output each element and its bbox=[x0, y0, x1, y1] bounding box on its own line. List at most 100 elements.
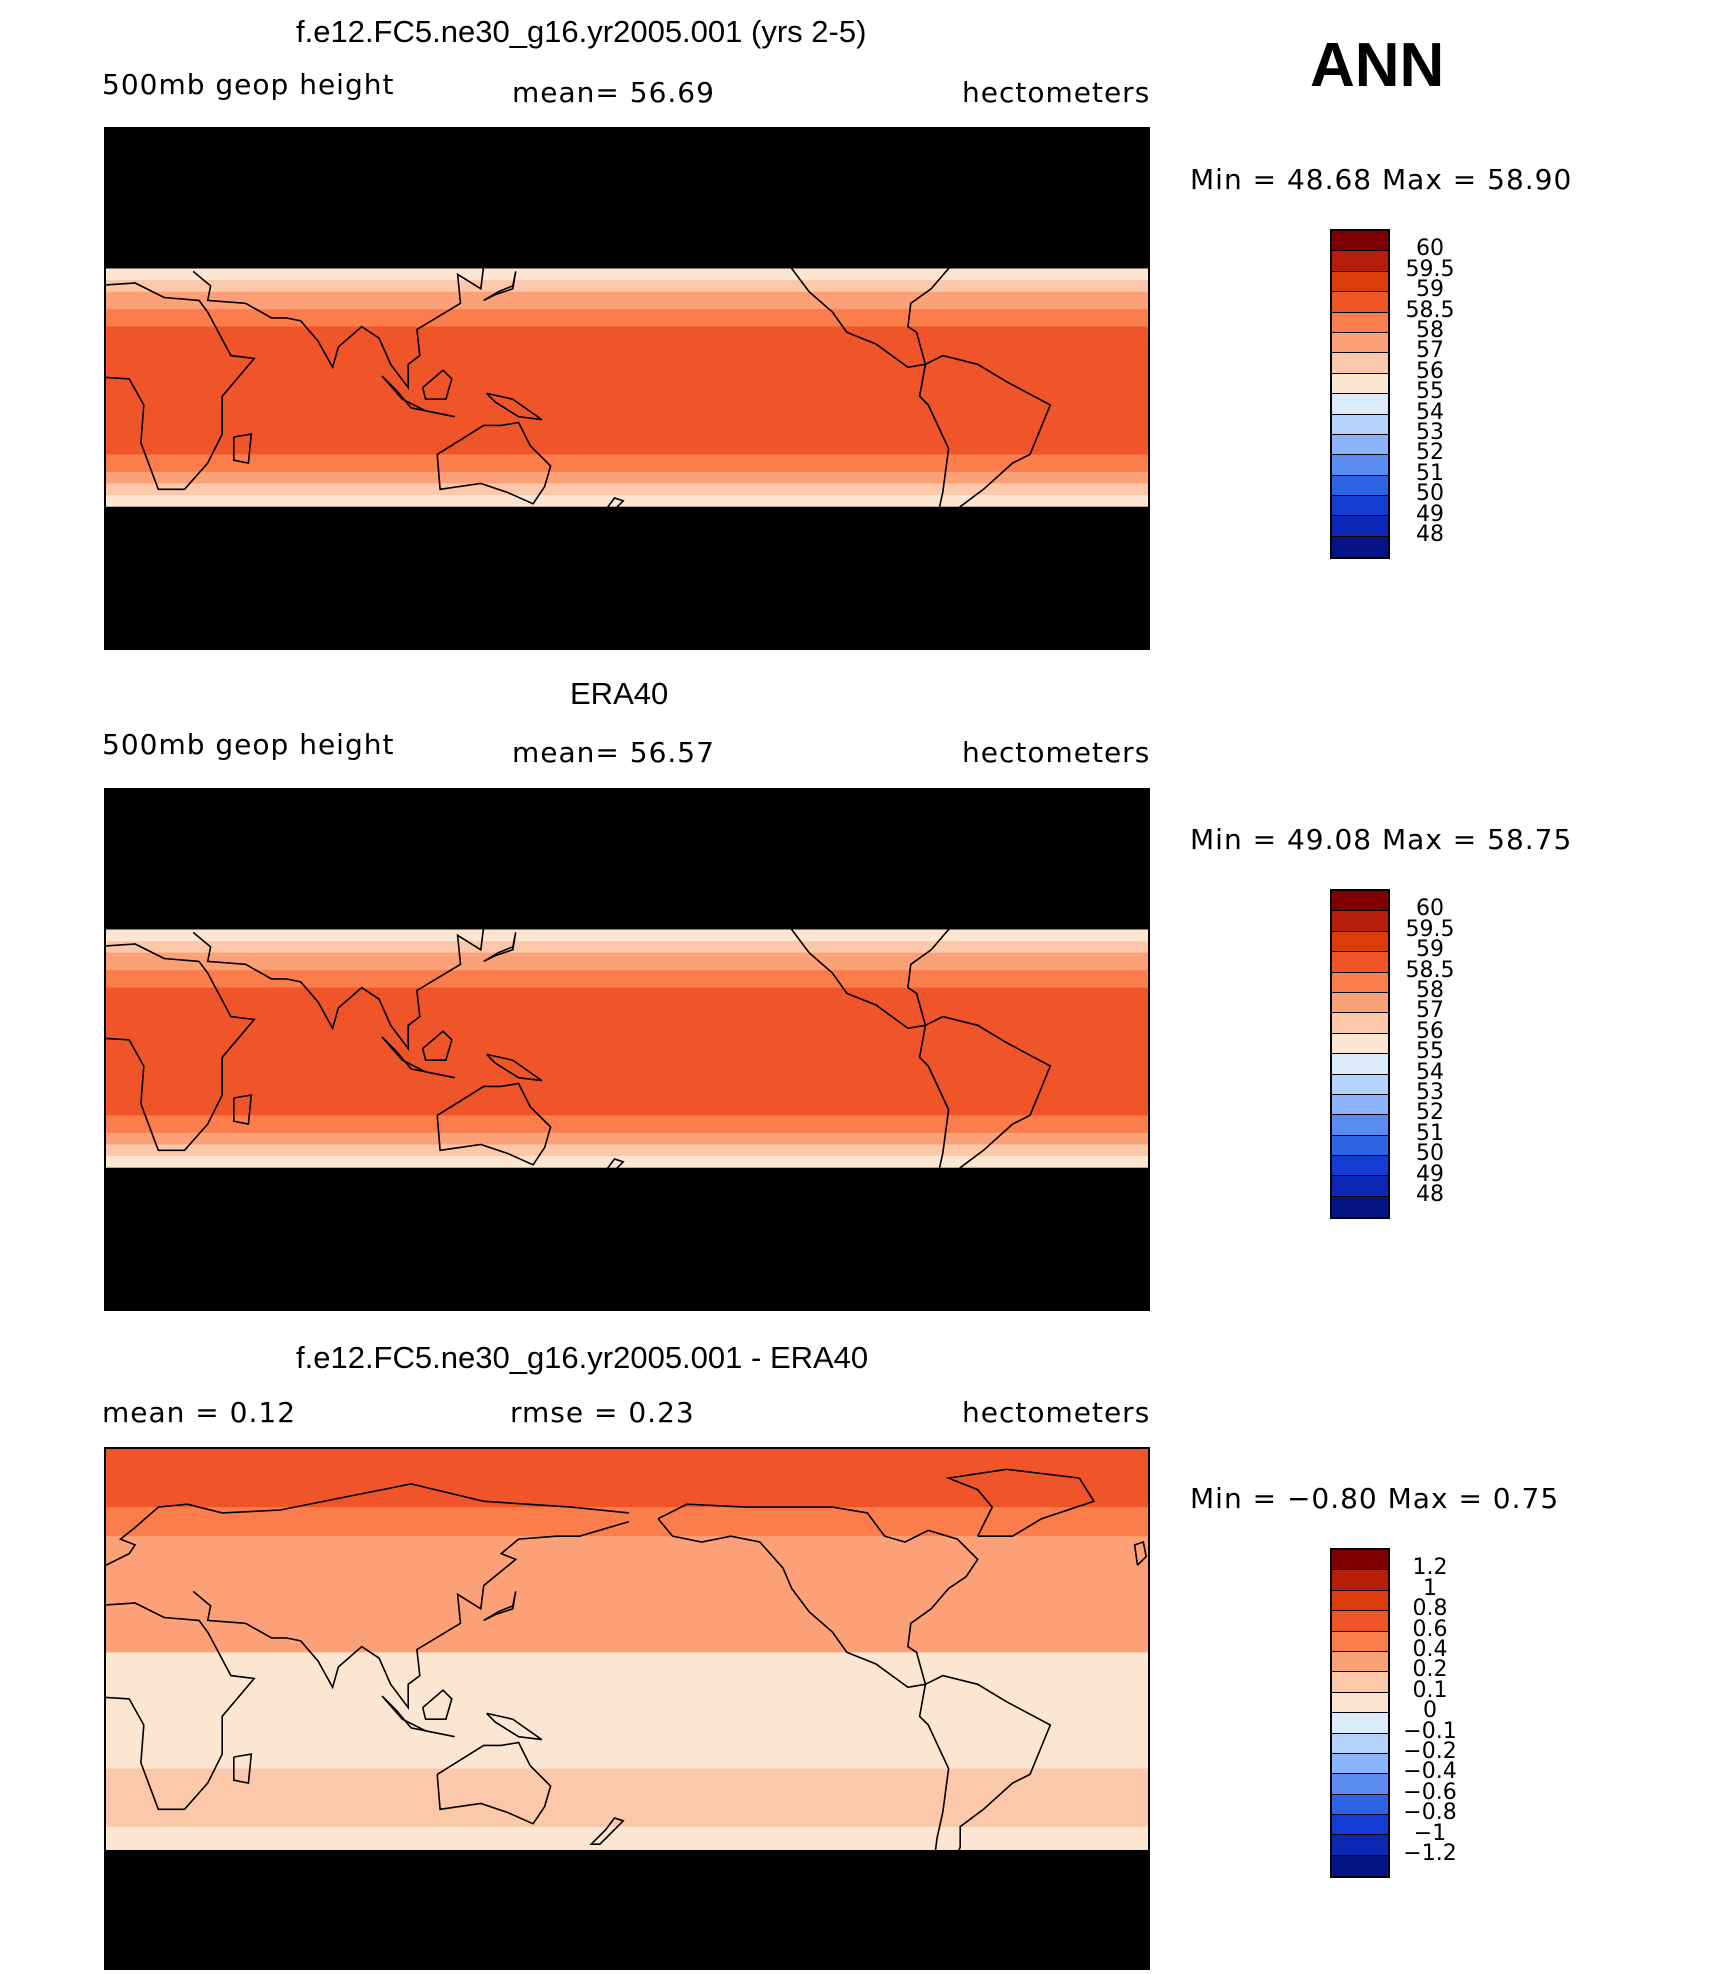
field-band bbox=[106, 935, 1148, 942]
colorbar-swatch bbox=[1332, 1570, 1388, 1591]
field-band bbox=[106, 1068, 1148, 1076]
panel3-map bbox=[104, 1447, 1150, 1970]
field-band bbox=[106, 1588, 1148, 1595]
coastline bbox=[483, 271, 517, 302]
field-band bbox=[106, 367, 1148, 374]
field-band bbox=[106, 1733, 1148, 1741]
colorbar-tick-label: 1 bbox=[1423, 1575, 1437, 1601]
field-band bbox=[106, 1478, 1148, 1485]
colorbar-tick-label: 53 bbox=[1416, 420, 1444, 445]
field-band bbox=[106, 1307, 1148, 1309]
field-band bbox=[106, 187, 1148, 194]
colorbar-swatch bbox=[1332, 972, 1388, 993]
field-band bbox=[106, 1786, 1148, 1793]
field-band bbox=[106, 378, 1148, 386]
field-band bbox=[106, 1675, 1148, 1683]
coastline bbox=[421, 369, 453, 400]
field-band bbox=[106, 1710, 1148, 1717]
field-band bbox=[106, 1629, 1148, 1636]
field-band bbox=[106, 1634, 1148, 1642]
field-band bbox=[106, 460, 1148, 467]
field-band bbox=[106, 617, 1148, 624]
colorbar-swatch bbox=[1332, 1672, 1388, 1693]
coastline bbox=[1133, 220, 1148, 246]
coastline bbox=[106, 824, 630, 908]
colorbar-tick-label: 50 bbox=[1416, 1141, 1444, 1167]
coastline bbox=[106, 1602, 256, 1811]
field-band bbox=[106, 1571, 1148, 1578]
field-band bbox=[106, 1495, 1148, 1502]
field-band bbox=[106, 1849, 1148, 1857]
colorbar-tick-label: 51 bbox=[1416, 1120, 1444, 1146]
field-band bbox=[106, 1855, 1148, 1863]
field-band bbox=[106, 582, 1148, 589]
field-band bbox=[106, 599, 1148, 607]
field-band bbox=[106, 1243, 1148, 1250]
field-band bbox=[106, 1751, 1148, 1758]
field-band bbox=[106, 1756, 1148, 1764]
field-band bbox=[106, 477, 1148, 485]
field-band bbox=[106, 1623, 1148, 1630]
colorbar-tick-label: −0.1 bbox=[1403, 1718, 1457, 1744]
colorbar-swatch bbox=[1332, 312, 1388, 333]
field-band bbox=[106, 1249, 1148, 1256]
field-band bbox=[106, 1156, 1148, 1163]
field-band bbox=[106, 559, 1148, 566]
colorbar-swatch bbox=[1332, 1774, 1388, 1795]
coastline bbox=[192, 200, 630, 390]
field-band bbox=[106, 1501, 1148, 1508]
field-band bbox=[106, 1045, 1148, 1053]
field-band bbox=[106, 291, 1148, 299]
colorbar-swatch bbox=[1332, 231, 1388, 252]
field-band bbox=[106, 1600, 1148, 1607]
coastline bbox=[945, 809, 1096, 878]
field-band bbox=[106, 1063, 1148, 1070]
field-band bbox=[106, 1266, 1148, 1273]
colorbar-tick-label: 58.5 bbox=[1405, 957, 1455, 983]
field-band bbox=[106, 1768, 1148, 1776]
field-band bbox=[106, 413, 1148, 421]
coastline bbox=[233, 1094, 253, 1126]
panel3-mean-label: mean = 0.12 bbox=[102, 1396, 297, 1429]
field-band bbox=[106, 888, 1148, 896]
field-band bbox=[106, 297, 1148, 304]
field-band bbox=[106, 524, 1148, 531]
field-band bbox=[106, 140, 1148, 148]
field-band bbox=[106, 1460, 1148, 1468]
field-band bbox=[106, 824, 1148, 832]
field-band bbox=[106, 1605, 1148, 1613]
field-band bbox=[106, 233, 1148, 241]
field-band bbox=[106, 390, 1148, 397]
field-band bbox=[106, 1103, 1148, 1111]
field-band bbox=[106, 129, 1148, 136]
field-band bbox=[106, 1722, 1148, 1729]
field-band bbox=[106, 1220, 1148, 1227]
field-band bbox=[106, 1890, 1148, 1898]
field-band bbox=[106, 1524, 1148, 1531]
colorbar-swatch bbox=[1332, 1631, 1388, 1652]
field-band bbox=[106, 454, 1148, 461]
field-band bbox=[106, 1693, 1148, 1700]
field-band bbox=[106, 628, 1148, 636]
coastline bbox=[918, 1674, 1052, 1869]
panel3-min-max: Min = −0.80 Max = 0.75 bbox=[1190, 1482, 1560, 1515]
panel1-colorbar bbox=[1330, 229, 1390, 560]
field-band bbox=[106, 1278, 1148, 1285]
field-band bbox=[106, 1109, 1148, 1117]
field-band bbox=[106, 1489, 1148, 1497]
field-band bbox=[106, 158, 1148, 165]
field-band bbox=[106, 1966, 1148, 1968]
field-band bbox=[106, 1289, 1148, 1297]
colorbar-tick-label: 60 bbox=[1416, 236, 1444, 262]
colorbar-tick-label: −0.4 bbox=[1403, 1759, 1457, 1785]
panel3-colorbar bbox=[1330, 1548, 1390, 1879]
field-band bbox=[106, 1536, 1148, 1543]
colorbar-swatch bbox=[1332, 1753, 1388, 1775]
field-band bbox=[106, 320, 1148, 328]
field-band bbox=[106, 1844, 1148, 1851]
field-band bbox=[106, 1295, 1148, 1302]
field-band bbox=[106, 1190, 1148, 1198]
field-band bbox=[106, 553, 1148, 560]
field-band bbox=[106, 506, 1148, 514]
panel2-title: ERA40 bbox=[570, 676, 669, 711]
